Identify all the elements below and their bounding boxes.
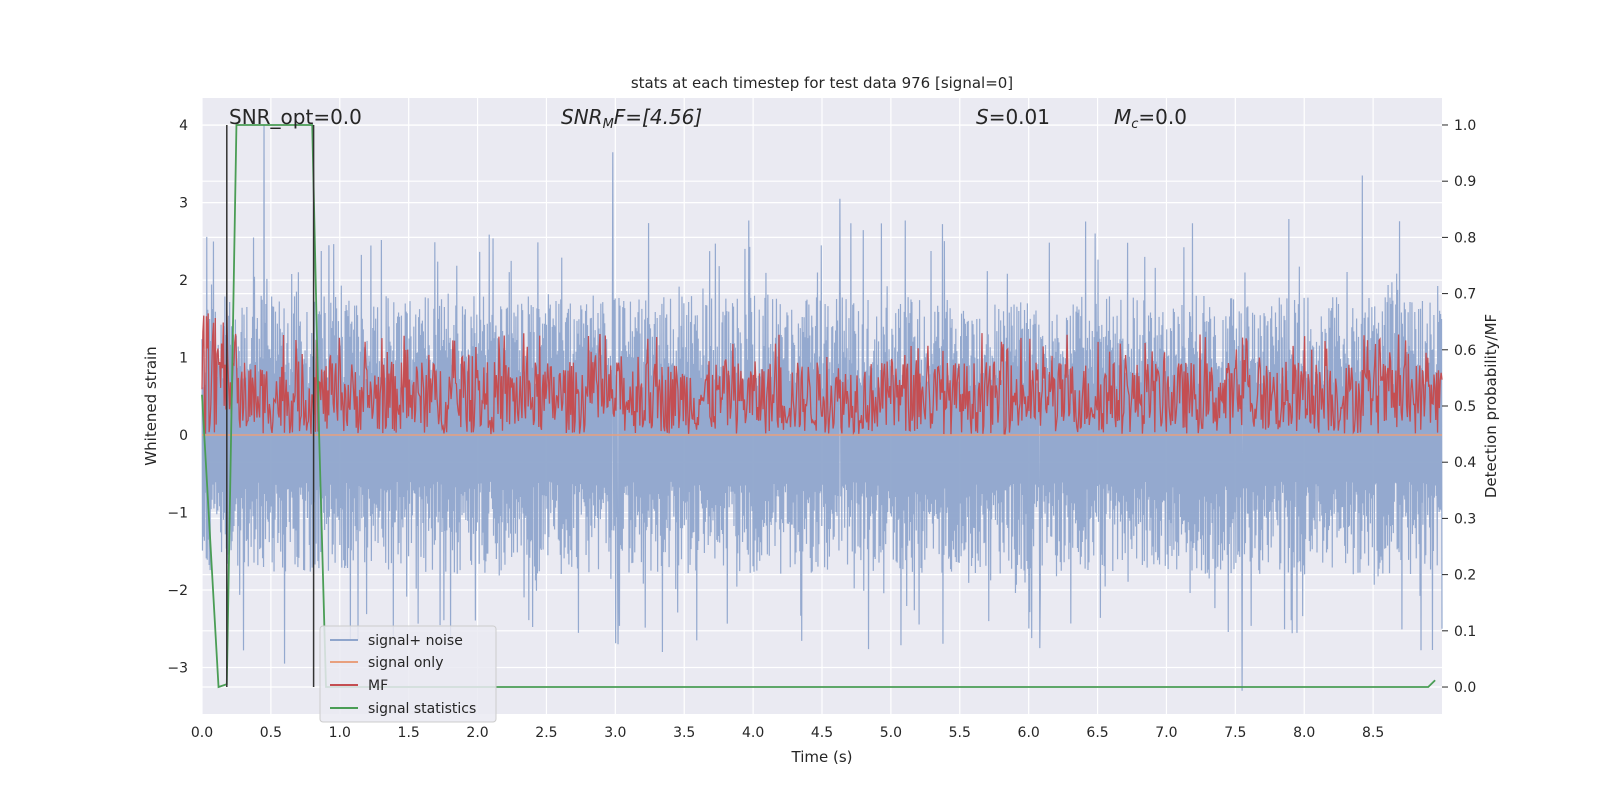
x-tick-label: 6.0	[1018, 725, 1040, 741]
legend-label-signal-only: signal only	[368, 655, 443, 671]
x-tick-label: 3.5	[673, 725, 695, 741]
y-tick-label: −2	[167, 583, 188, 599]
annotation-snr-mf-value: F=[4.56]	[614, 105, 702, 129]
annotation-mc-value: =0.0	[1138, 105, 1187, 129]
annotation-mc-subscript: c	[1131, 117, 1138, 132]
annotation-snr-mf-subscript: M	[603, 117, 614, 132]
y2-tick-label: 0.6	[1454, 343, 1476, 359]
y2-tick-label: 0.8	[1454, 230, 1476, 246]
x-tick-label: 0.0	[191, 725, 213, 741]
x-tick-label: 4.5	[811, 725, 833, 741]
y-tick-label: 2	[179, 273, 188, 289]
x-tick-label: 7.0	[1155, 725, 1177, 741]
x-tick-label: 1.5	[398, 725, 420, 741]
x-axis-label: Time (s)	[791, 748, 853, 766]
y2-tick-label: 0.4	[1454, 455, 1476, 471]
annotation-mc-symbol: M	[1114, 105, 1131, 129]
annotation-s-symbol: S	[976, 105, 989, 129]
annotation-snr-mf-symbol: SNR	[561, 105, 603, 129]
legend-box	[319, 625, 497, 723]
y2-tick-label: 0.2	[1454, 568, 1476, 584]
x-tick-label: 1.0	[329, 725, 351, 741]
annotation-snr-mf: SNRMF=[4.56]	[561, 105, 702, 132]
y2-axis-label: Detection probability/MF	[1482, 314, 1500, 498]
x-tick-label: 0.5	[260, 725, 282, 741]
y-tick-labels: 4 3 2 1 0 −1 −2 −3	[167, 118, 188, 676]
y-axis-label: Whitened strain	[142, 346, 160, 465]
y-tick-label: 3	[179, 196, 188, 212]
y-tick-label: 0	[179, 428, 188, 444]
x-tick-label: 4.0	[742, 725, 764, 741]
series-layer	[201, 124, 1443, 691]
y2-tick-label: 0.1	[1454, 624, 1476, 640]
vertical-markers	[226, 124, 315, 688]
y-tick-label: −3	[167, 661, 188, 677]
annotation-snr-opt: SNR_opt=0.0	[229, 105, 362, 129]
x-tick-label: 5.5	[949, 725, 971, 741]
series-mf	[201, 307, 1443, 436]
x-tick-label: 8.5	[1362, 725, 1384, 741]
x-tick-label: 5.0	[880, 725, 902, 741]
x-tick-label: 2.0	[466, 725, 488, 741]
y2-tick-label: 0.5	[1454, 399, 1476, 415]
x-tick-label: 3.0	[604, 725, 626, 741]
annotation-s: S=0.01	[976, 105, 1050, 129]
legend-label-signal-noise: signal+ noise	[368, 633, 463, 649]
chart-title: stats at each timestep for test data 976…	[631, 74, 1013, 92]
y2-tick-label: 0.0	[1454, 680, 1476, 696]
y2-tick-label: 0.3	[1454, 511, 1476, 527]
annotation-s-value: =0.01	[989, 105, 1050, 129]
annotation-mc: Mc=0.0	[1114, 105, 1187, 132]
legend: signal+ noise signal only MF signal stat…	[319, 625, 497, 723]
y2-tick-label: 1.0	[1454, 118, 1476, 134]
x-tick-label: 2.5	[535, 725, 557, 741]
x-tick-label: 6.5	[1086, 725, 1108, 741]
legend-label-signal-statistics: signal statistics	[368, 701, 476, 717]
x-tick-labels: 0.0 0.5 1.0 1.5 2.0 2.5 3.0 3.5 4.0 4.5 5.0 5.5 6.0 6…	[191, 725, 1384, 741]
y-tick-label: −1	[167, 506, 188, 522]
y2-tick-label: 0.9	[1454, 174, 1476, 190]
x-tick-label: 7.5	[1224, 725, 1246, 741]
y2-tick-label: 0.7	[1454, 287, 1476, 303]
series-signal-noise	[201, 125, 1443, 691]
y-tick-label: 1	[179, 351, 188, 367]
x-tick-label: 8.0	[1293, 725, 1315, 741]
y-tick-label: 4	[179, 118, 188, 134]
y2-tick-labels: 1.0 0.9 0.8 0.7 0.6 0.5 0.4 0.3 0.2 0.1 0.0	[1442, 118, 1476, 696]
legend-label-mf: MF	[368, 678, 388, 694]
series-signal-statistics	[201, 124, 1436, 689]
